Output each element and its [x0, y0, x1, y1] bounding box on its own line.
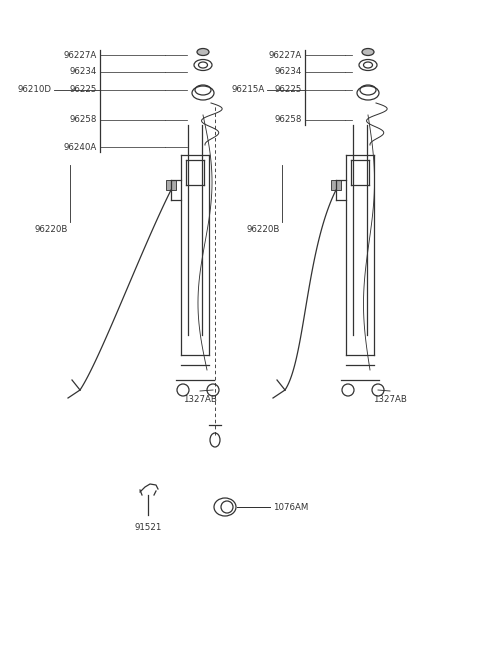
Text: 96234: 96234	[70, 68, 97, 76]
Text: 96240A: 96240A	[64, 143, 97, 152]
Ellipse shape	[362, 49, 374, 55]
Text: 1327AB: 1327AB	[183, 395, 217, 404]
Text: 96258: 96258	[275, 116, 302, 124]
Text: 96227A: 96227A	[64, 51, 97, 60]
Text: 96258: 96258	[70, 116, 97, 124]
Text: 96225: 96225	[70, 85, 97, 95]
Text: 96210D: 96210D	[18, 85, 52, 95]
Text: 96225: 96225	[275, 85, 302, 95]
Text: 96220B: 96220B	[35, 225, 68, 235]
Text: 96227A: 96227A	[269, 51, 302, 60]
Text: 1327AB: 1327AB	[373, 395, 407, 404]
Text: 96220B: 96220B	[247, 225, 280, 235]
Text: 96215A: 96215A	[232, 85, 265, 95]
Ellipse shape	[197, 49, 209, 55]
Bar	[166, 180, 176, 190]
Text: 1076AM: 1076AM	[273, 503, 308, 512]
Bar	[331, 180, 341, 190]
Text: 91521: 91521	[134, 523, 162, 532]
Text: 96234: 96234	[275, 68, 302, 76]
